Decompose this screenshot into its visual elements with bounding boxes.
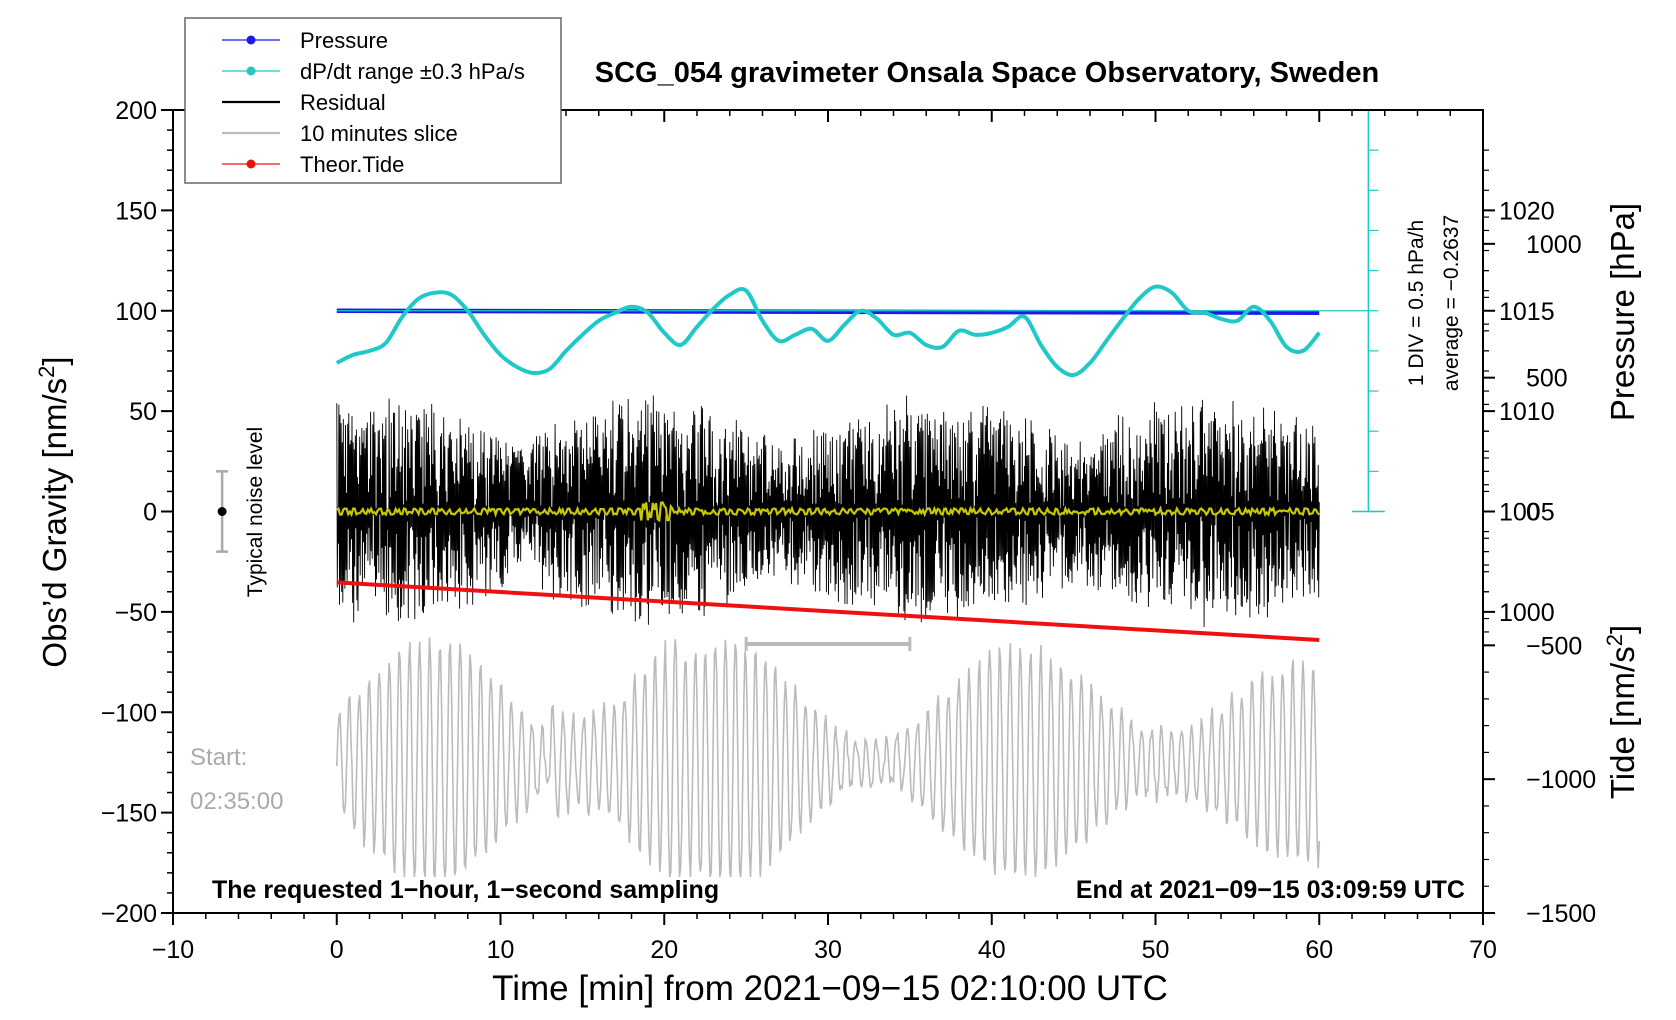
pressure-tick-label: 1010 bbox=[1499, 398, 1555, 426]
slice-bracket bbox=[744, 636, 912, 651]
tide-tick-label: −1000 bbox=[1526, 766, 1596, 794]
end-time-note: End at 2021−09−15 03:09:59 UTC bbox=[1076, 876, 1465, 904]
pressure-axis-label: Pressure [hPa] bbox=[1604, 203, 1641, 421]
x-tick-label: 30 bbox=[814, 936, 842, 964]
legend-label: dP/dt range ±0.3 hPa/s bbox=[300, 59, 525, 84]
residual-series bbox=[336, 395, 1320, 628]
tide-tick-label: −500 bbox=[1526, 632, 1582, 660]
dpdt-average-label: average = −0.2637 bbox=[1440, 215, 1463, 391]
dpdt-scale-bar bbox=[1352, 109, 1385, 513]
residual-line bbox=[336, 395, 1320, 628]
x-tick-label: 40 bbox=[978, 936, 1006, 964]
noise-level-label: Typical noise level bbox=[244, 427, 267, 597]
x-axis-label: Time [min] from 2021−09−15 02:10:00 UTC bbox=[492, 969, 1168, 1008]
y-tick-label: −200 bbox=[101, 900, 157, 928]
tide-line bbox=[336, 580, 1320, 642]
x-tick-label: 70 bbox=[1469, 936, 1497, 964]
pressure-tick-label: 1000 bbox=[1499, 599, 1555, 627]
y-tick-labels: 200 150 100 50 0 −50 −100 −150 −200 bbox=[101, 97, 157, 928]
noise-level-bar bbox=[216, 470, 229, 553]
legend-swatch-marker bbox=[246, 35, 256, 45]
y-tick-label: 200 bbox=[115, 97, 157, 125]
tide-tick-label: 1000 bbox=[1526, 231, 1582, 259]
tide-axis-label-end: ] bbox=[1604, 625, 1641, 634]
pressure-tick-label: 1005 bbox=[1499, 499, 1555, 527]
dpdt-line bbox=[335, 284, 1321, 378]
x-tick-label: 60 bbox=[1305, 936, 1333, 964]
y-tick-label: −50 bbox=[115, 599, 157, 627]
legend-swatch-marker bbox=[246, 66, 256, 76]
start-time-label: 02:35:00 bbox=[190, 788, 283, 815]
y-axis-label-superscript: 2 bbox=[34, 366, 59, 378]
start-label: Start: bbox=[190, 744, 247, 771]
filtered-residual-series bbox=[336, 501, 1320, 523]
dpdt-series bbox=[335, 284, 1321, 378]
legend-box bbox=[184, 17, 562, 184]
slice-series bbox=[336, 637, 1321, 878]
pressure-tick-label: 1020 bbox=[1499, 197, 1555, 225]
x-tick-label: 20 bbox=[650, 936, 678, 964]
y-tick-label: 150 bbox=[115, 197, 157, 225]
pressure-tick-label: 1015 bbox=[1499, 298, 1555, 326]
x-tick-label: 10 bbox=[487, 936, 515, 964]
tide-tick-label: 0 bbox=[1526, 499, 1540, 527]
slice-line bbox=[336, 637, 1321, 878]
tide-axis-label: Tide [nm/s2] bbox=[1602, 625, 1641, 799]
y-tick-label: 0 bbox=[143, 499, 157, 527]
legend-label: Pressure bbox=[300, 28, 388, 53]
noise-bar-point bbox=[217, 507, 227, 516]
legend-label: 10 minutes slice bbox=[300, 121, 458, 146]
y-axis-label: Obs’d Gravity [nm/s2] bbox=[34, 356, 73, 667]
tide-axis-label-main: Tide [nm/s bbox=[1604, 646, 1641, 799]
y-axis-label-main: Obs’d Gravity [nm/s bbox=[36, 378, 73, 668]
y-tick-label: 50 bbox=[129, 398, 157, 426]
tide-axis-label-superscript: 2 bbox=[1602, 634, 1627, 646]
x-tick-labels: −10 0 10 20 30 40 50 60 70 bbox=[152, 936, 1497, 964]
y-tick-label: −100 bbox=[101, 699, 157, 727]
dpdt-scale-label: 1 DIV = 0.5 hPa/h bbox=[1405, 220, 1428, 386]
sampling-note: The requested 1−hour, 1−second sampling bbox=[212, 876, 719, 904]
legend-swatch-marker bbox=[246, 159, 256, 169]
legend: Pressure dP/dt range ±0.3 hPa/s Residual 10… bbox=[184, 17, 562, 184]
legend-label: Theor.Tide bbox=[300, 152, 404, 177]
y-axis-label-end: ] bbox=[36, 356, 73, 365]
x-tick-label: 0 bbox=[330, 936, 344, 964]
x-tick-label: 50 bbox=[1142, 936, 1170, 964]
tide-series bbox=[336, 580, 1320, 642]
tide-tick-label: −1500 bbox=[1526, 900, 1596, 928]
chart-title: SCG_054 gravimeter Onsala Space Observat… bbox=[595, 57, 1379, 89]
pressure-tick-labels: 1020 1015 1010 1005 1000 bbox=[1499, 197, 1555, 627]
filtered-residual-line bbox=[336, 501, 1320, 523]
y-tick-label: 100 bbox=[115, 298, 157, 326]
x-tick-label: −10 bbox=[152, 936, 194, 964]
legend-label: Residual bbox=[300, 90, 386, 115]
tide-tick-labels: 1000 500 0 −500 −1000 −1500 bbox=[1526, 231, 1596, 928]
y-tick-label: −150 bbox=[101, 800, 157, 828]
tide-tick-label: 500 bbox=[1526, 365, 1568, 393]
